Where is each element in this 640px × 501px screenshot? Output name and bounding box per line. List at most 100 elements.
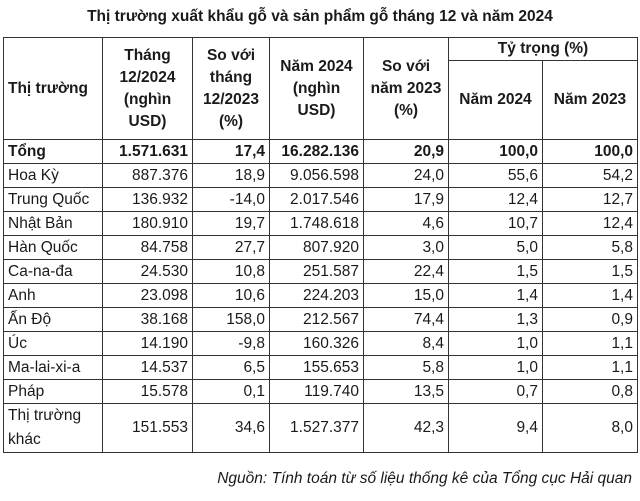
cell-market: Hàn Quốc [3, 235, 103, 260]
cell-vs-month: 6,5 [192, 355, 270, 380]
cell-month: 38.168 [102, 307, 193, 332]
cell-vs-year: 8,4 [363, 331, 449, 356]
header-year-value: Năm 2024 (nghìn USD) [269, 37, 364, 140]
cell-vs-month: 10,8 [192, 259, 270, 284]
table-row: Ấn Độ 38.168 158,0 212.567 74,4 1,3 0,9 [3, 307, 638, 332]
header-share-2024: Năm 2024 [448, 60, 543, 140]
cell-vs-month: 34,6 [192, 403, 270, 453]
cell-month: 14.537 [102, 355, 193, 380]
table-row: Thị trường khác 151.553 34,6 1.527.377 42,3 9… [3, 403, 638, 453]
header-market: Thị trường [3, 37, 103, 140]
cell-year: 1.527.377 [269, 403, 364, 453]
table-title: Thị trường xuất khẩu gỗ và sản phẩm gỗ t… [87, 8, 553, 25]
cell-vs-year: 17,9 [363, 187, 449, 212]
cell-vs-year: 13,5 [363, 379, 449, 404]
cell-market: Anh [3, 283, 103, 308]
table-row-total: Tổng 1.571.631 17,4 16.282.136 20,9 100,0 100,… [3, 139, 638, 164]
table-row: Úc 14.190 -9,8 160.326 8,4 1,0 1,1 [3, 331, 638, 356]
cell-market: Pháp [3, 379, 103, 404]
cell-market: Úc [3, 331, 103, 356]
cell-year: 2.017.546 [269, 187, 364, 212]
cell-vs-year: 15,0 [363, 283, 449, 308]
cell-vs-year: 3,0 [363, 235, 449, 260]
cell-share-2023: 0,9 [542, 307, 638, 332]
table-row: Hoa Kỳ 887.376 18,9 9.056.598 24,0 55,6 54,2 [3, 163, 638, 188]
cell-year: 1.748.618 [269, 211, 364, 236]
header-month-value: Tháng 12/2024 (nghìn USD) [102, 37, 193, 140]
header-share: Tỷ trọng (%) [448, 37, 638, 61]
table-row: Ca-na-đa 24.530 10,8 251.587 22,4 1,5 1,5 [3, 259, 638, 284]
cell-year: 251.587 [269, 259, 364, 284]
cell-year: 16.282.136 [269, 139, 364, 164]
cell-market: Ca-na-đa [3, 259, 103, 284]
cell-market: Trung Quốc [3, 187, 103, 212]
table-row: Pháp 15.578 0,1 119.740 13,5 0,7 0,8 [3, 379, 638, 404]
cell-share-2024: 1,5 [448, 259, 543, 284]
cell-vs-year: 74,4 [363, 307, 449, 332]
cell-market: Hoa Kỳ [3, 163, 103, 188]
cell-share-2023: 12,7 [542, 187, 638, 212]
cell-month: 23.098 [102, 283, 193, 308]
source-note: Nguồn: Tính toán từ số liệu thống kê của… [217, 470, 632, 487]
cell-month: 180.910 [102, 211, 193, 236]
cell-vs-year: 5,8 [363, 355, 449, 380]
cell-vs-year: 22,4 [363, 259, 449, 284]
cell-share-2024: 1,4 [448, 283, 543, 308]
cell-month: 136.932 [102, 187, 193, 212]
cell-market: Tổng [3, 139, 103, 164]
cell-month: 1.571.631 [102, 139, 193, 164]
cell-share-2023: 1,4 [542, 283, 638, 308]
cell-month: 14.190 [102, 331, 193, 356]
cell-share-2024: 0,7 [448, 379, 543, 404]
cell-share-2024: 100,0 [448, 139, 543, 164]
header-vs-year: So với năm 2023 (%) [363, 37, 449, 140]
table-row: Trung Quốc 136.932 -14,0 2.017.546 17,9 12,4 1… [3, 187, 638, 212]
cell-share-2023: 12,4 [542, 211, 638, 236]
cell-year: 119.740 [269, 379, 364, 404]
cell-year: 224.203 [269, 283, 364, 308]
cell-share-2023: 1,1 [542, 355, 638, 380]
cell-month: 15.578 [102, 379, 193, 404]
cell-year: 160.326 [269, 331, 364, 356]
cell-vs-year: 24,0 [363, 163, 449, 188]
cell-vs-month: 10,6 [192, 283, 270, 308]
cell-share-2024: 9,4 [448, 403, 543, 453]
cell-month: 887.376 [102, 163, 193, 188]
cell-vs-year: 4,6 [363, 211, 449, 236]
cell-share-2024: 12,4 [448, 187, 543, 212]
cell-share-2023: 8,0 [542, 403, 638, 453]
cell-market: Ma-lai-xi-a [3, 355, 103, 380]
cell-month: 24.530 [102, 259, 193, 284]
cell-share-2023: 100,0 [542, 139, 638, 164]
cell-share-2024: 1,0 [448, 331, 543, 356]
cell-vs-year: 42,3 [363, 403, 449, 453]
cell-share-2023: 1,5 [542, 259, 638, 284]
cell-vs-month: 27,7 [192, 235, 270, 260]
cell-year: 155.653 [269, 355, 364, 380]
cell-vs-month: 19,7 [192, 211, 270, 236]
header-share-2023: Năm 2023 [542, 60, 638, 140]
cell-month: 84.758 [102, 235, 193, 260]
cell-month: 151.553 [102, 403, 193, 453]
cell-share-2024: 10,7 [448, 211, 543, 236]
cell-share-2024: 1,3 [448, 307, 543, 332]
cell-share-2023: 5,8 [542, 235, 638, 260]
cell-share-2024: 55,6 [448, 163, 543, 188]
header-vs-month: So với tháng 12/2023 (%) [192, 37, 270, 140]
cell-vs-month: 17,4 [192, 139, 270, 164]
cell-vs-year: 20,9 [363, 139, 449, 164]
export-markets-table: Thị trường Tháng 12/2024 (nghìn USD) So … [3, 37, 638, 453]
cell-market: Ấn Độ [3, 307, 103, 332]
cell-share-2023: 1,1 [542, 331, 638, 356]
cell-share-2024: 1,0 [448, 355, 543, 380]
table-row: Nhật Bản 180.910 19,7 1.748.618 4,6 10,7 12,4 [3, 211, 638, 236]
cell-share-2023: 54,2 [542, 163, 638, 188]
cell-market: Thị trường khác [3, 403, 103, 453]
cell-share-2023: 0,8 [542, 379, 638, 404]
cell-vs-month: -9,8 [192, 331, 270, 356]
cell-vs-month: 18,9 [192, 163, 270, 188]
table-row: Anh 23.098 10,6 224.203 15,0 1,4 1,4 [3, 283, 638, 308]
cell-vs-month: 0,1 [192, 379, 270, 404]
cell-year: 807.920 [269, 235, 364, 260]
cell-share-2024: 5,0 [448, 235, 543, 260]
